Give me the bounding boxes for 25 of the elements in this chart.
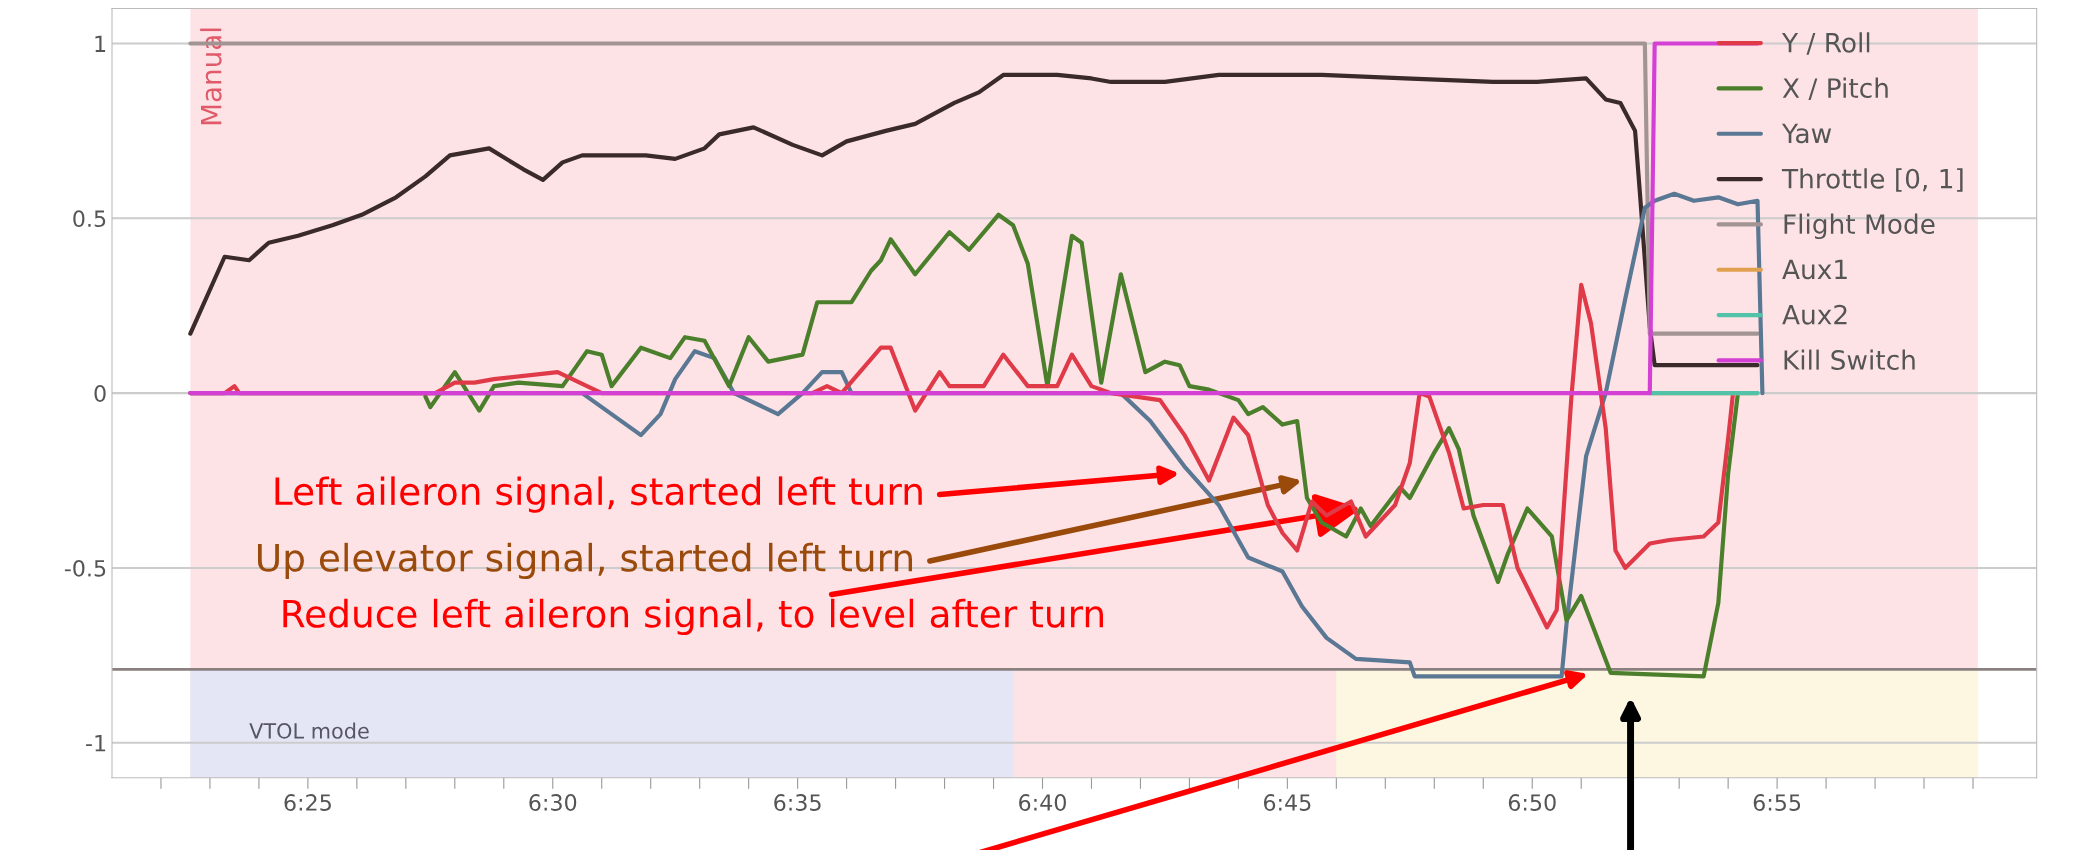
x-tick-label: 6:35	[774, 794, 821, 811]
annotation: Reduce left aileron signal, to level after turn	[283, 598, 1103, 636]
band-label: Manual	[200, 28, 222, 125]
legend-label: Kill Switch	[1784, 349, 1915, 370]
x-tick-label: 6:50	[1508, 794, 1556, 811]
x-tick-label: 6:55	[1753, 794, 1801, 811]
x-tick-label: 6:40	[1019, 794, 1066, 811]
annotation: Left aileron signal, started left turn	[275, 476, 922, 513]
band-label: VTOL mode	[249, 722, 369, 739]
legend-label: Yaw	[1781, 123, 1832, 144]
y-tick-label: 0.5	[73, 210, 106, 228]
legend-label: Aux2	[1782, 304, 1847, 325]
legend-label: Throttle [0, 1]	[1781, 168, 1963, 192]
y-tick-label: -1	[86, 735, 106, 752]
x-tick-label: 6:25	[284, 794, 331, 811]
x-tick-label: 6:45	[1263, 794, 1311, 811]
legend-label: Flight Mode	[1784, 213, 1935, 240]
legend-label: X / Pitch	[1782, 77, 1888, 101]
legend-label: Y / Roll	[1781, 32, 1870, 55]
legend-label: Aux1	[1782, 259, 1847, 280]
y-tick-label: 1	[95, 35, 106, 52]
y-tick-label: 0	[94, 385, 106, 402]
annotation: Up elevator signal, started left turn	[257, 542, 912, 580]
y-tick-label: -0.5	[64, 559, 106, 577]
x-tick-label: 6:30	[529, 794, 577, 811]
